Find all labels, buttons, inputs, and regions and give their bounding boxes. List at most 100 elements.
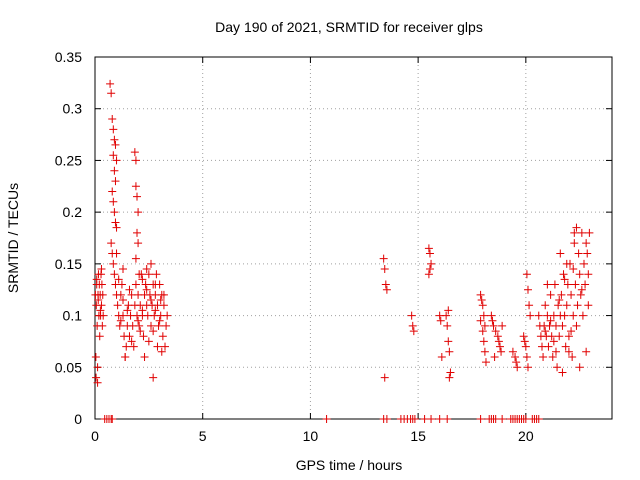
data-point (567, 327, 576, 336)
data-point (476, 290, 485, 299)
data-point (119, 311, 128, 320)
data-point (476, 415, 485, 423)
data-point (520, 337, 529, 346)
data-point (572, 321, 581, 330)
data-point (130, 148, 139, 157)
x-tick-label: 20 (518, 428, 534, 444)
y-tick-labels: 0 0.05 0.1 0.15 0.2 0.25 0.3 0.35 (55, 49, 82, 427)
data-point (569, 311, 578, 320)
data-point (488, 316, 497, 325)
data-point (135, 321, 144, 330)
data-point (131, 156, 140, 165)
data-point (513, 363, 522, 372)
data-point (526, 311, 535, 320)
data-point (573, 301, 582, 310)
y-tick-label: 0.25 (55, 152, 82, 168)
data-point (382, 415, 391, 423)
data-point (136, 327, 145, 336)
y-tick-label: 0.35 (55, 49, 82, 65)
data-point (574, 249, 583, 258)
data-point (93, 363, 102, 372)
data-point (98, 290, 107, 299)
data-point (495, 342, 504, 351)
data-point (138, 306, 147, 315)
data-point (153, 342, 162, 351)
data-point (322, 415, 331, 423)
data-point (564, 332, 573, 341)
data-point (152, 270, 161, 279)
data-point (114, 275, 123, 284)
data-point (92, 275, 101, 284)
x-tick-label: 15 (410, 428, 426, 444)
data-point (541, 301, 550, 310)
data-point (116, 290, 125, 299)
data-point (142, 265, 151, 274)
y-tick-label: 0.1 (63, 308, 83, 324)
data-point (110, 208, 119, 217)
data-point (534, 311, 543, 320)
axis-ticks (94, 56, 612, 420)
data-point (410, 415, 419, 423)
data-point (149, 373, 158, 382)
data-point (111, 218, 120, 227)
data-point (138, 275, 147, 284)
data-point (424, 244, 433, 253)
data-point (582, 239, 591, 248)
data-point (567, 290, 576, 299)
data-point (106, 79, 115, 88)
y-tick-label: 0.05 (55, 359, 82, 375)
data-point (163, 311, 172, 320)
data-point (91, 352, 100, 361)
data-point (581, 280, 590, 289)
data-point (445, 373, 454, 382)
data-point (560, 275, 569, 284)
data-point (562, 259, 571, 268)
data-point (127, 337, 136, 346)
data-point (111, 140, 120, 149)
data-point (437, 352, 446, 361)
data-point (487, 311, 496, 320)
data-point (476, 316, 485, 325)
data-point (108, 415, 117, 423)
data-point (521, 342, 530, 351)
data-point (133, 192, 142, 201)
data-point (97, 265, 106, 274)
data-point (555, 332, 564, 341)
data-point (544, 342, 553, 351)
data-point (131, 280, 140, 289)
data-point (112, 249, 121, 258)
data-point (570, 239, 579, 248)
data-point (382, 285, 391, 294)
data-point (442, 311, 451, 320)
data-point (133, 228, 142, 237)
data-point (131, 254, 140, 263)
data-point (427, 259, 436, 268)
gridlines (95, 57, 612, 419)
data-point (541, 327, 550, 336)
data-point (425, 249, 434, 258)
data-point (577, 228, 586, 237)
data-point (446, 368, 455, 377)
data-point (157, 347, 166, 356)
data-point (139, 332, 148, 341)
data-point (158, 332, 167, 341)
data-point (436, 316, 445, 325)
data-point (151, 280, 160, 289)
data-point (525, 301, 534, 310)
data-point (555, 296, 564, 305)
data-point (558, 368, 567, 377)
data-point (551, 347, 560, 356)
data-point (381, 280, 390, 289)
data-point (579, 259, 588, 268)
data-point (115, 321, 124, 330)
data-point (491, 327, 500, 336)
data-point (559, 270, 568, 279)
data-point (144, 337, 153, 346)
data-point (147, 321, 156, 330)
data-point (478, 327, 487, 336)
data-point (480, 347, 489, 356)
data-point (424, 270, 433, 279)
data-point (445, 347, 454, 356)
data-point (134, 208, 143, 217)
data-point (129, 342, 138, 351)
